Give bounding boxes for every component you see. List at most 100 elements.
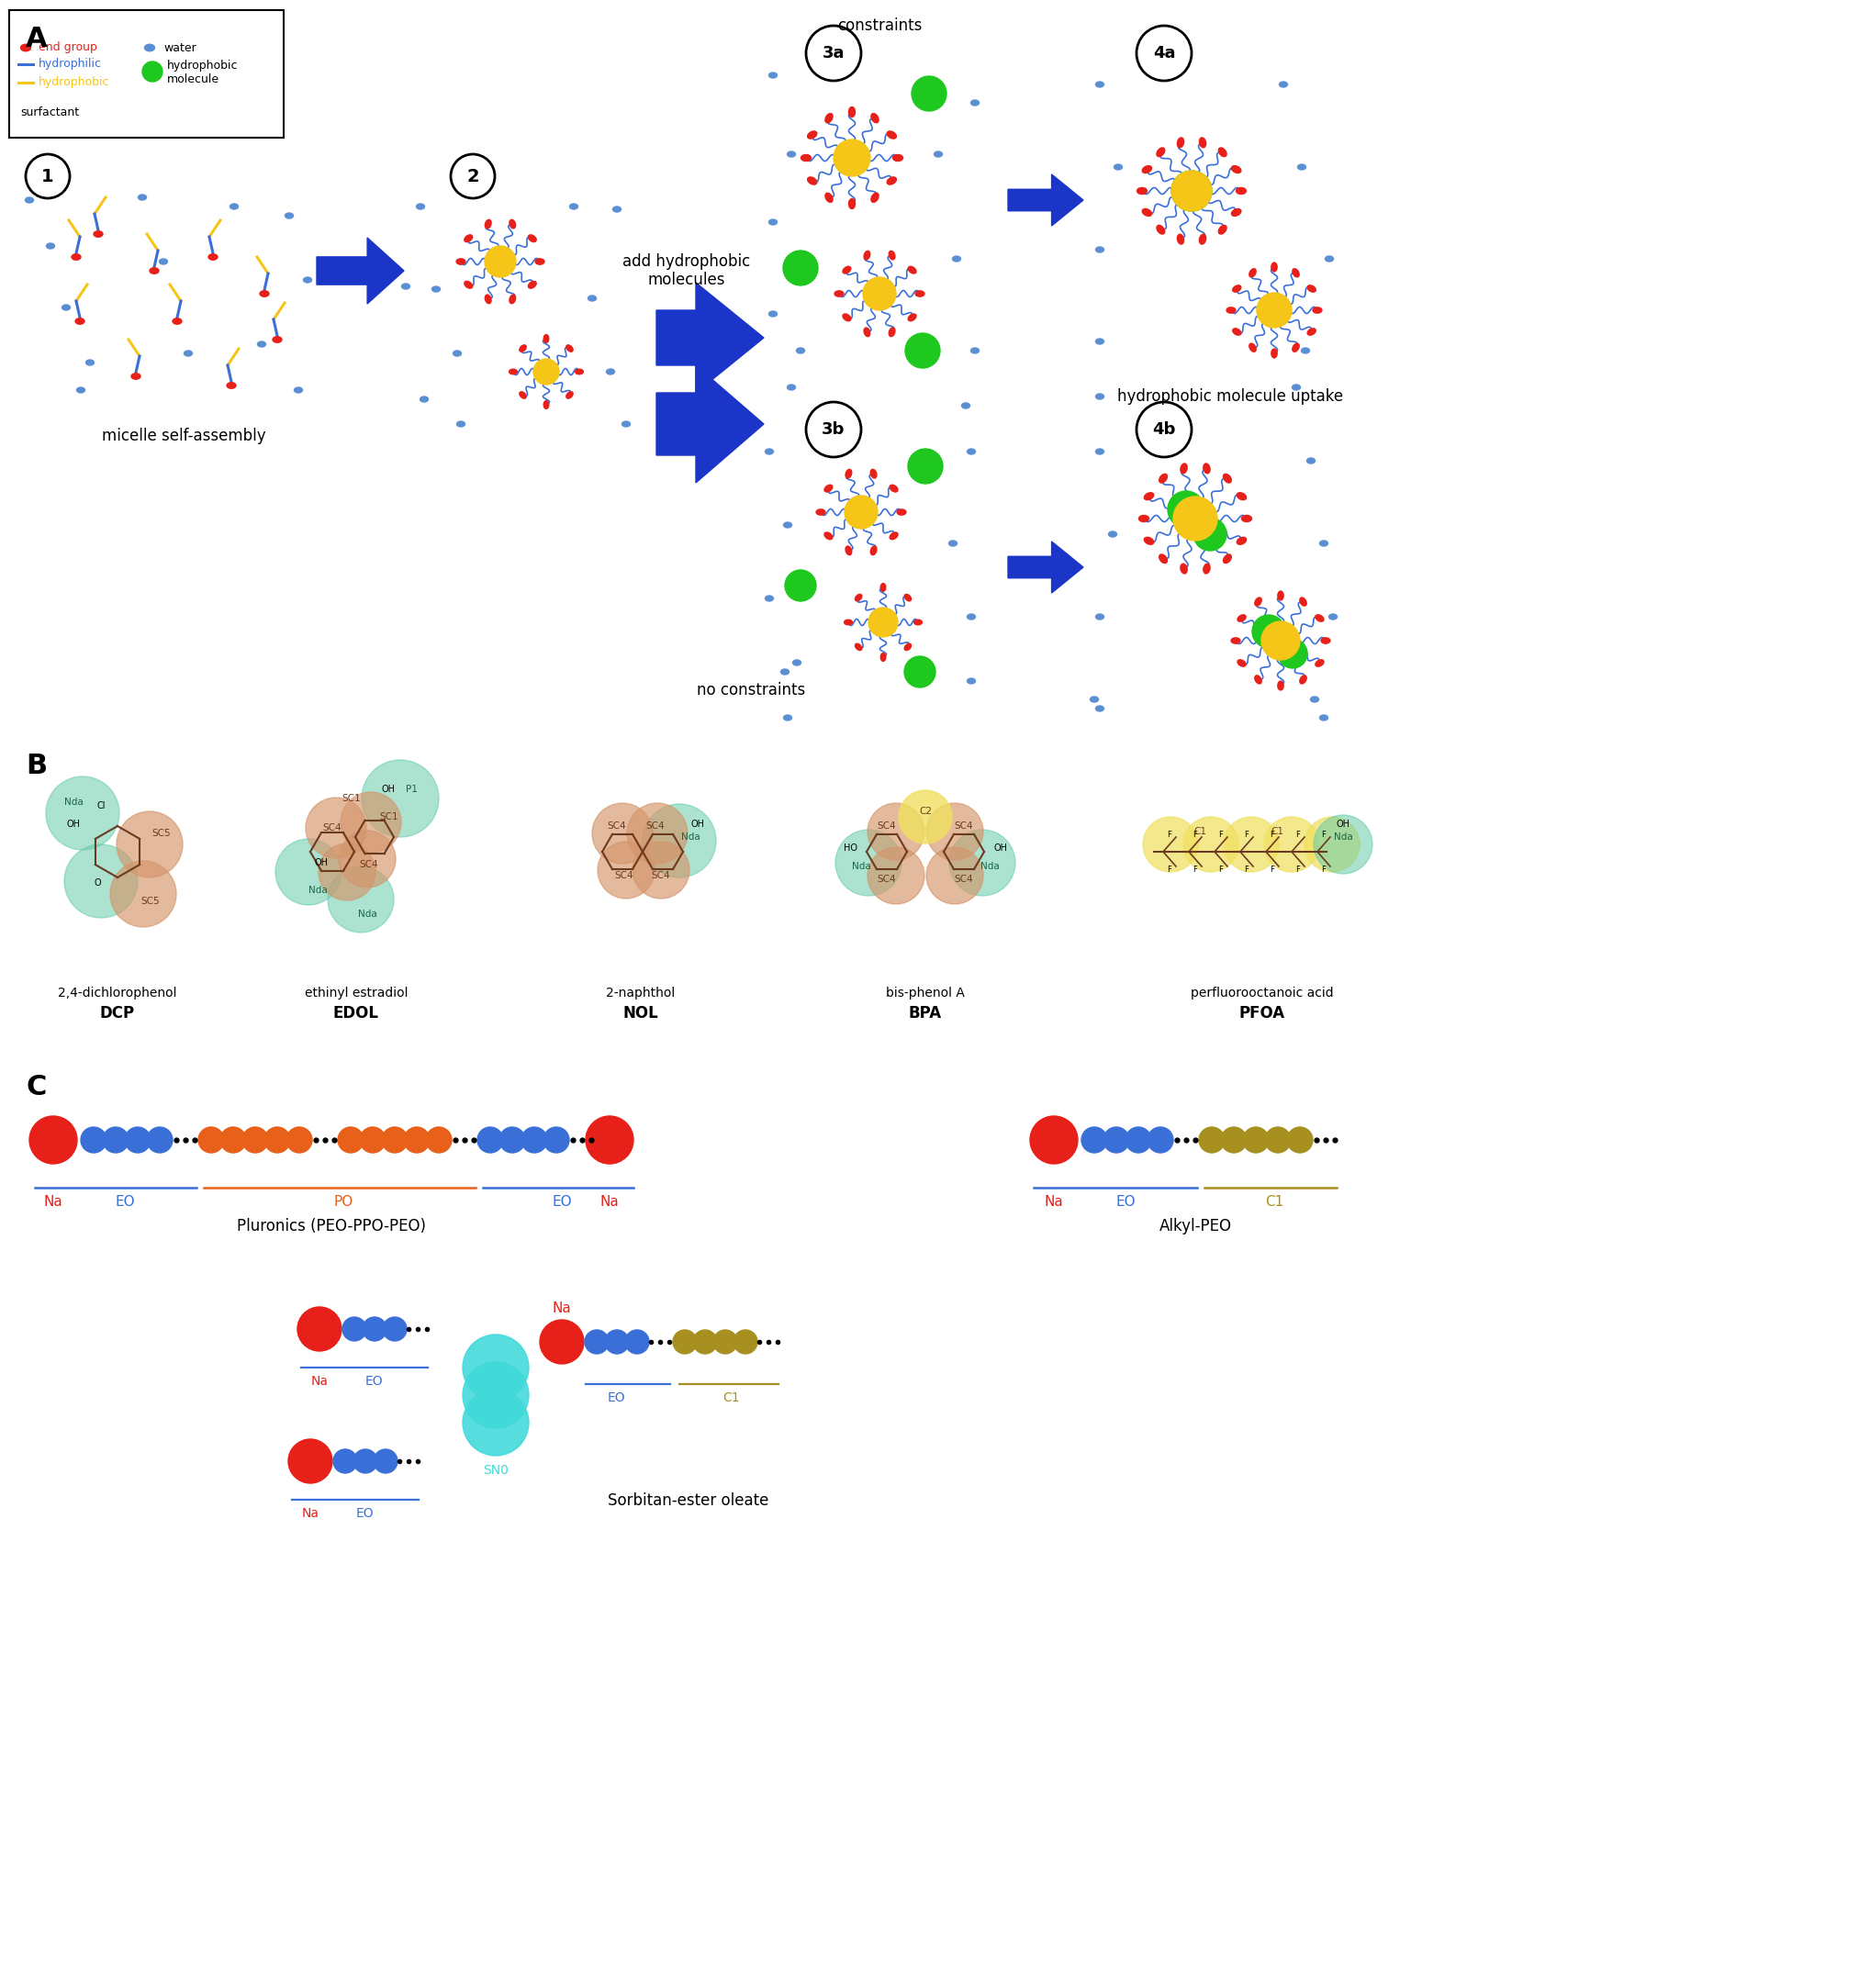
Ellipse shape [93, 231, 102, 237]
Ellipse shape [543, 334, 548, 342]
Ellipse shape [1218, 225, 1227, 235]
Ellipse shape [569, 203, 578, 209]
Circle shape [327, 867, 394, 932]
Circle shape [1257, 292, 1292, 328]
Ellipse shape [835, 290, 844, 296]
Text: EDOL: EDOL [333, 1006, 379, 1022]
Ellipse shape [1307, 284, 1316, 292]
Ellipse shape [465, 235, 472, 243]
Ellipse shape [184, 350, 191, 356]
Ellipse shape [1231, 638, 1240, 644]
Ellipse shape [1236, 187, 1246, 195]
Text: F: F [1270, 865, 1275, 873]
Text: OH: OH [67, 819, 80, 829]
Ellipse shape [1199, 235, 1206, 245]
Circle shape [110, 861, 177, 926]
Circle shape [305, 797, 366, 859]
Text: surfactant: surfactant [20, 105, 80, 117]
Circle shape [586, 1330, 608, 1354]
Text: F: F [1167, 831, 1171, 839]
Ellipse shape [1160, 473, 1167, 483]
Circle shape [784, 571, 816, 600]
Circle shape [868, 847, 924, 905]
Text: F: F [1167, 865, 1171, 873]
Ellipse shape [1156, 225, 1166, 235]
Ellipse shape [587, 296, 597, 300]
Text: SC5: SC5 [152, 829, 171, 839]
Text: 1: 1 [41, 167, 54, 185]
Ellipse shape [1272, 348, 1277, 358]
Ellipse shape [1156, 147, 1166, 157]
Text: C2: C2 [918, 807, 931, 815]
Text: EO: EO [1115, 1195, 1136, 1209]
Text: F: F [1296, 865, 1299, 873]
Circle shape [30, 1115, 76, 1163]
Ellipse shape [1277, 590, 1283, 600]
Ellipse shape [892, 155, 903, 161]
Circle shape [318, 843, 376, 901]
Ellipse shape [1223, 473, 1231, 483]
Polygon shape [1008, 541, 1084, 592]
Circle shape [807, 26, 861, 82]
Ellipse shape [807, 131, 816, 139]
Ellipse shape [1095, 247, 1104, 252]
Circle shape [926, 803, 983, 861]
Ellipse shape [766, 596, 773, 600]
Ellipse shape [1180, 565, 1188, 575]
Circle shape [463, 1334, 528, 1402]
Text: hydrophobic molecule uptake: hydrophobic molecule uptake [1117, 388, 1342, 406]
Text: 4a: 4a [1153, 46, 1175, 62]
Circle shape [868, 608, 898, 636]
Ellipse shape [1316, 614, 1324, 622]
Ellipse shape [970, 99, 980, 105]
Text: SC4: SC4 [615, 871, 634, 881]
Circle shape [297, 1306, 342, 1352]
Polygon shape [1008, 175, 1084, 227]
Ellipse shape [465, 280, 472, 288]
Circle shape [485, 247, 517, 276]
Ellipse shape [770, 219, 777, 225]
Ellipse shape [149, 268, 158, 274]
Text: NOL: NOL [623, 1006, 658, 1022]
Ellipse shape [1199, 137, 1206, 147]
Circle shape [1314, 815, 1372, 875]
Ellipse shape [881, 654, 885, 662]
Text: Nda: Nda [63, 797, 84, 807]
Circle shape [539, 1320, 584, 1364]
Ellipse shape [948, 541, 957, 547]
Ellipse shape [519, 346, 526, 352]
Ellipse shape [1249, 344, 1257, 352]
Ellipse shape [1095, 82, 1104, 87]
Text: F: F [1220, 865, 1223, 873]
Ellipse shape [1277, 682, 1283, 690]
Circle shape [463, 1362, 528, 1427]
Ellipse shape [786, 384, 796, 390]
Circle shape [1259, 294, 1290, 326]
Ellipse shape [970, 348, 980, 354]
Circle shape [597, 841, 654, 899]
Text: F: F [1220, 831, 1223, 839]
Text: SC1: SC1 [379, 813, 398, 821]
Ellipse shape [1298, 165, 1305, 169]
Ellipse shape [26, 197, 33, 203]
Ellipse shape [905, 644, 911, 650]
Circle shape [147, 1127, 173, 1153]
Circle shape [521, 1127, 547, 1153]
Circle shape [868, 803, 924, 861]
Circle shape [534, 360, 560, 384]
Ellipse shape [1301, 348, 1309, 354]
Text: OH: OH [381, 785, 396, 793]
Ellipse shape [807, 177, 816, 185]
Ellipse shape [160, 258, 167, 264]
Text: F: F [1322, 831, 1325, 839]
Text: Na: Na [301, 1507, 320, 1521]
Text: C: C [26, 1074, 46, 1101]
Circle shape [361, 1127, 385, 1153]
Ellipse shape [284, 213, 294, 219]
Circle shape [1147, 1127, 1173, 1153]
Ellipse shape [1292, 344, 1299, 352]
Circle shape [46, 777, 119, 851]
Ellipse shape [781, 670, 788, 674]
Text: F: F [1193, 865, 1197, 873]
Text: F: F [1244, 831, 1249, 839]
